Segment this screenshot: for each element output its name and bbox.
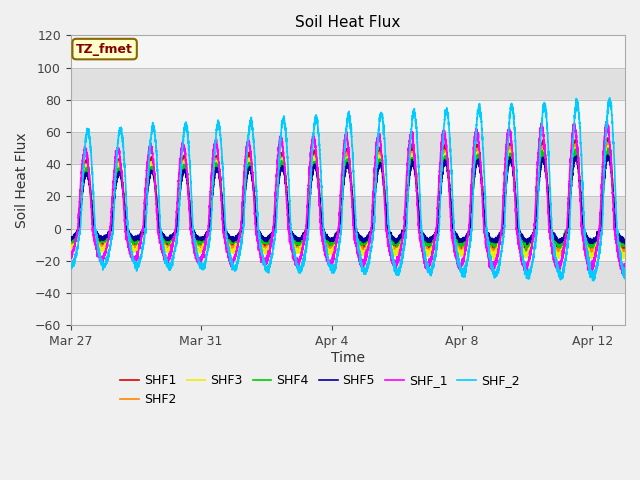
SHF2 <box>428 247 435 252</box>
SHF2 <box>604 140 612 146</box>
SHF4 <box>522 248 530 254</box>
SHF2 <box>399 232 407 238</box>
SHF1 <box>168 238 175 243</box>
SHF3 <box>490 257 497 263</box>
SHF2 <box>621 252 628 258</box>
SHF_2 <box>399 250 407 255</box>
SHF3 <box>428 250 435 255</box>
Line: SHF_2: SHF_2 <box>70 98 625 281</box>
SHF3 <box>399 232 407 238</box>
SHF_1 <box>67 254 74 260</box>
SHF5 <box>278 163 286 169</box>
SHF_1 <box>618 271 626 276</box>
SHF2 <box>67 243 74 249</box>
SHF_2 <box>590 278 598 284</box>
SHF_2 <box>481 172 488 178</box>
SHF4 <box>604 145 612 151</box>
SHF_2 <box>621 270 629 276</box>
SHF4 <box>428 239 435 244</box>
SHF_1 <box>278 139 286 144</box>
SHF1 <box>481 217 488 223</box>
SHF_2 <box>523 270 531 276</box>
Line: SHF1: SHF1 <box>70 138 625 252</box>
SHF_1 <box>604 117 611 123</box>
SHF2 <box>481 220 488 226</box>
SHF3 <box>481 222 488 228</box>
Line: SHF5: SHF5 <box>70 155 625 244</box>
SHF5 <box>168 233 175 239</box>
SHF4 <box>67 235 74 240</box>
SHF_2 <box>67 261 74 267</box>
SHF4 <box>399 231 407 237</box>
SHF5 <box>428 237 435 242</box>
SHF_1 <box>168 242 175 248</box>
SHF5 <box>523 239 531 245</box>
SHF4 <box>278 160 286 166</box>
Bar <box>70 228 625 261</box>
SHF_2 <box>168 261 175 266</box>
X-axis label: Time: Time <box>331 351 365 365</box>
Line: SHF4: SHF4 <box>70 148 625 251</box>
SHF1 <box>523 245 531 251</box>
SHF3 <box>621 253 629 259</box>
SHF5 <box>621 238 629 244</box>
Title: Soil Heat Flux: Soil Heat Flux <box>295 15 401 30</box>
SHF3 <box>168 244 175 250</box>
SHF4 <box>481 216 488 221</box>
SHF1 <box>604 135 612 141</box>
SHF4 <box>621 242 629 248</box>
SHF1 <box>399 233 407 239</box>
SHF3 <box>604 143 612 148</box>
Line: SHF_1: SHF_1 <box>70 120 625 274</box>
SHF5 <box>481 213 488 219</box>
SHF2 <box>523 251 531 256</box>
SHF_1 <box>523 265 531 271</box>
Legend: SHF1, SHF2, SHF3, SHF4, SHF5, SHF_1, SHF_2: SHF1, SHF2, SHF3, SHF4, SHF5, SHF_1, SHF… <box>115 369 525 411</box>
SHF_2 <box>278 119 286 125</box>
SHF_1 <box>481 226 488 231</box>
SHF4 <box>523 241 531 247</box>
SHF2 <box>168 241 175 247</box>
SHF2 <box>278 154 286 160</box>
SHF3 <box>67 246 74 252</box>
SHF5 <box>67 235 74 241</box>
SHF4 <box>168 235 175 241</box>
Bar <box>70 100 625 132</box>
SHF1 <box>621 246 629 252</box>
SHF5 <box>604 152 612 158</box>
SHF3 <box>523 253 531 259</box>
SHF1 <box>620 250 627 255</box>
SHF_2 <box>428 268 435 274</box>
SHF1 <box>278 150 286 156</box>
SHF5 <box>399 229 407 235</box>
Bar <box>70 293 625 325</box>
SHF5 <box>523 241 531 247</box>
SHF1 <box>67 239 74 245</box>
SHF_1 <box>428 254 435 260</box>
SHF_1 <box>399 235 407 241</box>
SHF_1 <box>621 261 629 267</box>
Line: SHF2: SHF2 <box>70 143 625 255</box>
SHF2 <box>621 248 629 253</box>
SHF1 <box>428 243 435 249</box>
Text: TZ_fmet: TZ_fmet <box>76 43 133 56</box>
Bar <box>70 36 625 68</box>
SHF3 <box>278 160 286 166</box>
Bar <box>70 164 625 196</box>
Y-axis label: Soil Heat Flux: Soil Heat Flux <box>15 132 29 228</box>
Line: SHF3: SHF3 <box>70 145 625 260</box>
SHF_2 <box>605 95 613 101</box>
